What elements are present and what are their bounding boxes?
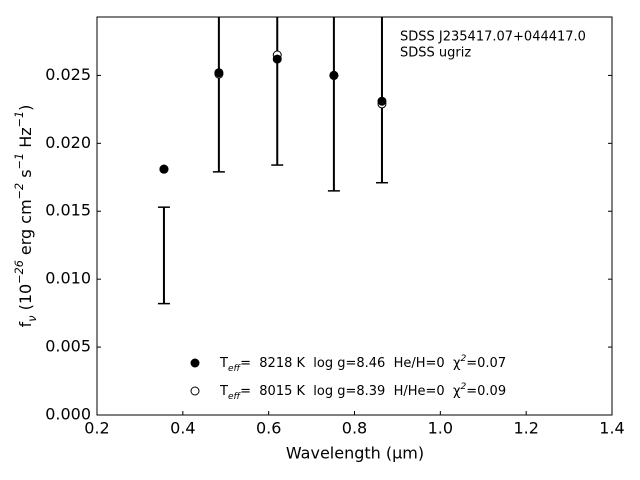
x-tick-label: 0.2 [84, 419, 109, 438]
legend-marker [190, 386, 200, 396]
model-point [377, 96, 387, 106]
legend-label: Teff= 8218 K log g=8.46 He/H=0 χ2=0.07 [219, 354, 506, 374]
annotation: SDSS ugriz [400, 46, 471, 61]
x-tick-label: 0.8 [342, 419, 367, 438]
y-tick-label: 0.000 [45, 405, 91, 424]
x-tick-label: 1.4 [599, 419, 624, 438]
x-tick-label: 1.0 [428, 419, 453, 438]
y-tick-label: 0.025 [45, 65, 91, 84]
y-tick-label: 0.010 [45, 269, 91, 288]
x-axis-label: Wavelength (μm) [286, 444, 424, 463]
legend-marker [190, 358, 200, 368]
model-point [272, 54, 282, 64]
model-point [329, 70, 339, 80]
x-tick-label: 0.6 [256, 419, 281, 438]
y-axis-label: fν (10−26 erg cm−2 s−1 Hz−1) [13, 105, 39, 328]
annotation: SDSS J235417.07+044417.0 [400, 30, 586, 45]
y-tick-label: 0.015 [45, 201, 91, 220]
x-tick-label: 1.2 [513, 419, 538, 438]
y-tick-label: 0.005 [45, 337, 91, 356]
x-tick-label: 0.4 [170, 419, 195, 438]
plot-area [157, 17, 388, 305]
legend-label: Teff= 8015 K log g=8.39 H/He=0 χ2=0.09 [219, 382, 506, 402]
model-point [214, 68, 224, 78]
y-tick-label: 0.020 [45, 133, 91, 152]
model-point [159, 164, 169, 174]
